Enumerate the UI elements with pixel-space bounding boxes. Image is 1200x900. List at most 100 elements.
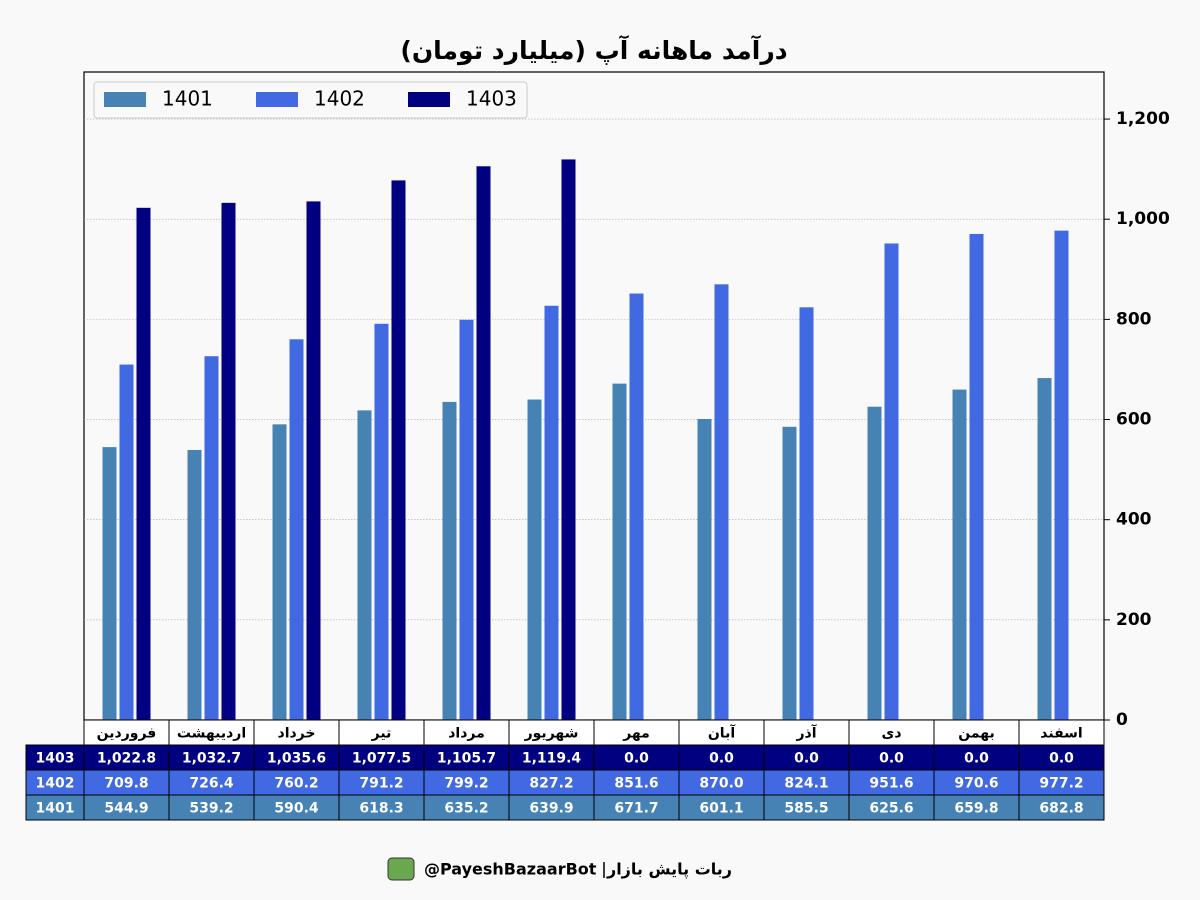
table-cell [338, 794, 425, 821]
table-value: 0.0 [709, 751, 734, 767]
table-cell [933, 744, 1020, 771]
table-cell [253, 744, 340, 771]
table-value: 870.0 [699, 776, 744, 792]
table-value: 1,105.7 [437, 751, 496, 767]
bar [782, 426, 797, 720]
table-row-label: 1401 [36, 801, 75, 817]
table-header-cell [593, 719, 680, 746]
x-tick-label: مرداد [448, 726, 485, 742]
legend-label: 1403 [466, 87, 517, 111]
table-cell [508, 794, 595, 821]
table-value: 590.4 [274, 801, 319, 817]
bar [306, 201, 321, 721]
x-tick-label: آبان [708, 724, 736, 742]
table-value: 1,077.5 [352, 751, 411, 767]
bar [612, 383, 627, 720]
y-tick-label: 200 [1116, 610, 1152, 630]
table-cell [763, 769, 850, 796]
bar [476, 166, 491, 720]
table-value: 1,022.8 [97, 751, 156, 767]
table-header-cell [338, 719, 425, 746]
legend-swatch [104, 92, 146, 107]
bar [374, 323, 389, 720]
bar [221, 202, 236, 720]
bar [561, 159, 576, 720]
table-value: 0.0 [794, 751, 819, 767]
table-value: 799.2 [444, 776, 488, 792]
table-value: 0.0 [964, 751, 989, 767]
table-value: 671.7 [614, 801, 658, 817]
table-value: 682.8 [1039, 801, 1083, 817]
bar [527, 399, 542, 720]
table-cell [423, 744, 510, 771]
bar [884, 243, 899, 720]
x-tick-label: بهمن [958, 726, 994, 742]
table-value: 0.0 [1049, 751, 1074, 767]
x-tick-label: اردیبهشت [177, 726, 246, 742]
table-header-cell [83, 719, 170, 746]
plot-frame [83, 71, 1105, 721]
legend-label: 1401 [162, 87, 213, 111]
table-header-cell [763, 719, 850, 746]
table-value: 1,119.4 [522, 751, 582, 767]
table-value: 1,032.7 [182, 751, 241, 767]
table-value: 824.1 [784, 776, 828, 792]
table-cell [763, 794, 850, 821]
table-value: 851.6 [614, 776, 658, 792]
x-tick-label: آذر [795, 724, 817, 742]
table-row-header [25, 769, 85, 796]
bar [357, 410, 372, 720]
table-value: 977.2 [1039, 776, 1083, 792]
table-value: 625.6 [869, 801, 913, 817]
table-row-label: 1402 [36, 776, 75, 792]
table-value: 539.2 [189, 801, 233, 817]
x-tick-label: خرداد [278, 726, 316, 742]
bar [272, 424, 287, 720]
table-cell [253, 794, 340, 821]
table-cell [338, 744, 425, 771]
chart-title: درآمد ماهانه آپ (میلیارد تومان) [400, 35, 787, 66]
bar [136, 207, 151, 721]
bar [867, 406, 882, 720]
x-tick-label: شهریور [524, 726, 579, 742]
table-value: 544.9 [104, 801, 148, 817]
bar [102, 447, 117, 720]
x-tick-label: دی [881, 726, 901, 742]
table-row-header [25, 794, 85, 821]
table-cell [848, 744, 935, 771]
table-value: 827.2 [529, 776, 573, 792]
x-tick-label: مهر [622, 726, 650, 742]
table-cell [1018, 744, 1105, 771]
table-cell [83, 769, 170, 796]
x-tick-label: تیر [371, 726, 392, 742]
x-tick-label: فروردین [97, 726, 157, 742]
table-value: 709.8 [104, 776, 148, 792]
legend-swatch [408, 92, 450, 107]
bar [204, 356, 219, 720]
table-cell [593, 744, 680, 771]
x-tick-label: اسفند [1040, 726, 1082, 742]
table-cell [593, 794, 680, 821]
bar [289, 339, 304, 720]
bar [119, 364, 134, 720]
table-row-label: 1403 [36, 751, 75, 767]
table-cell [763, 744, 850, 771]
y-tick-label: 0 [1116, 710, 1128, 730]
table-header-cell [678, 719, 765, 746]
table-value: 791.2 [359, 776, 403, 792]
table-cell [508, 769, 595, 796]
table-value: 635.2 [444, 801, 488, 817]
bar [459, 319, 474, 720]
bar [1054, 230, 1069, 720]
bar [544, 305, 559, 720]
legend-swatch [256, 92, 298, 107]
bar [1037, 378, 1052, 720]
table-cell [1018, 769, 1105, 796]
table-cell [1018, 794, 1105, 821]
table-value: 951.6 [869, 776, 913, 792]
table-cell [83, 794, 170, 821]
table-value: 1,035.6 [267, 751, 326, 767]
y-tick-label: 600 [1116, 410, 1152, 430]
table-value: 0.0 [624, 751, 649, 767]
